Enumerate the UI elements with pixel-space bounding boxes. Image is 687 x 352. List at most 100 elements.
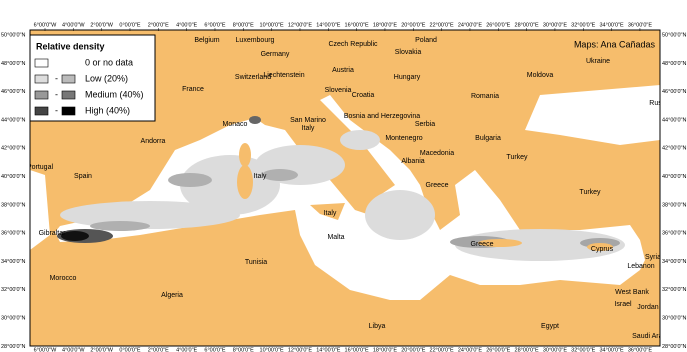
- longitude-label: 6°00'0"E: [204, 347, 225, 352]
- swatch: [34, 106, 49, 116]
- place-label: Moldova: [527, 72, 554, 79]
- longitude-label: 6°00'0"E: [204, 22, 225, 28]
- place-label: Syria: [645, 254, 661, 261]
- place-label: Austria: [332, 67, 354, 74]
- place-label: San Marino: [290, 117, 326, 124]
- latitude-label: 38°00'0"N: [662, 202, 686, 208]
- cyprus: [587, 243, 613, 251]
- place-label: Spain: [74, 173, 92, 180]
- place-label: Jordan: [637, 304, 659, 311]
- latitude-label: 30°00'0"N: [1, 315, 25, 321]
- longitude-label: 30°00'0"E: [543, 347, 567, 352]
- longitude-label: 36°00'0"E: [628, 347, 652, 352]
- longitude-label: 32°00'0"E: [571, 347, 595, 352]
- place-label: Turkey: [506, 154, 528, 161]
- place-label: Slovakia: [395, 49, 422, 56]
- longitude-label: 26°00'0"E: [486, 22, 510, 28]
- legend: Relative density 0 or no data - Low (20%…: [29, 34, 156, 122]
- place-label: Lebanon: [627, 263, 654, 270]
- place-label: Germany: [261, 51, 290, 58]
- latitude-label: 32°00'0"N: [1, 287, 25, 293]
- place-label: Saudi Arabia: [632, 333, 672, 340]
- latitude-label: 28°00'0"N: [662, 344, 686, 350]
- longitude-label: 0°00'0"E: [119, 22, 140, 28]
- longitude-label: 18°00'0"E: [373, 22, 397, 28]
- longitude-label: 28°00'0"E: [515, 22, 539, 28]
- place-label: Algeria: [161, 292, 183, 299]
- latitude-label: 40°00'0"N: [662, 174, 686, 180]
- longitude-label: 22°00'0"E: [430, 22, 454, 28]
- longitude-label: 12°00'0"E: [288, 22, 312, 28]
- longitude-label: 8°00'0"E: [233, 22, 254, 28]
- place-label: West Bank: [615, 289, 649, 296]
- legend-separator: -: [55, 73, 58, 83]
- place-label: Slovenia: [325, 87, 352, 94]
- longitude-label: 4°00'0"W: [62, 22, 85, 28]
- longitude-label: 34°00'0"E: [600, 347, 624, 352]
- place-label: Italy: [302, 125, 315, 132]
- graticule-labels: 6°00'0"W 6°00'0"W 4°00'0"W 4°00'0"W 2°00'0"W…: [1, 22, 686, 352]
- longitude-label: 10°00'0"E: [260, 22, 284, 28]
- latitude-label: 36°00'0"N: [662, 231, 686, 237]
- longitude-label: 26°00'0"E: [486, 347, 510, 352]
- legend-label: High (40%): [85, 105, 130, 115]
- swatch: [61, 74, 76, 84]
- place-label: Belgium: [194, 37, 219, 44]
- place-label: Greece: [426, 182, 449, 189]
- place-label: Andorra: [141, 138, 166, 145]
- latitude-label: 34°00'0"N: [662, 259, 686, 265]
- latitude-label: 32°00'0"N: [662, 287, 686, 293]
- place-label: France: [182, 86, 204, 93]
- latitude-label: 38°00'0"N: [1, 202, 25, 208]
- latitude-label: 46°00'0"N: [1, 89, 25, 95]
- legend-separator: -: [55, 105, 58, 115]
- longitude-label: 30°00'0"E: [543, 22, 567, 28]
- density: [57, 116, 625, 261]
- place-label: Malta: [327, 234, 344, 241]
- longitude-label: 16°00'0"E: [345, 22, 369, 28]
- longitude-label: 2°00'0"W: [90, 22, 113, 28]
- longitude-label: 22°00'0"E: [430, 347, 454, 352]
- longitude-label: 14°00'0"E: [316, 22, 340, 28]
- longitude-label: 2°00'0"E: [148, 347, 169, 352]
- place-label: Russia: [649, 100, 671, 107]
- place-label: Egypt: [541, 323, 559, 330]
- latitude-label: 46°00'0"N: [662, 89, 686, 95]
- longitude-label: 20°00'0"E: [401, 347, 425, 352]
- place-label: Croatia: [352, 92, 375, 99]
- crete: [478, 239, 522, 247]
- legend-label: Medium (40%): [85, 89, 144, 99]
- place-label: Romania: [471, 93, 499, 100]
- latitude-label: 34°00'0"N: [1, 259, 25, 265]
- sicily: [310, 203, 345, 220]
- place-label: Albania: [401, 158, 424, 165]
- latitude-label: 30°00'0"N: [662, 315, 686, 321]
- latitude-label: 28°00'0"N: [1, 344, 25, 350]
- longitude-label: 18°00'0"E: [373, 347, 397, 352]
- place-label: Greece: [471, 241, 494, 248]
- place-label: Italy: [254, 173, 267, 180]
- black-sea: [525, 85, 660, 145]
- latitude-label: 50°00'0"N: [1, 32, 25, 38]
- place-label: Turkey: [579, 189, 601, 196]
- latitude-label: 50°00'0"N: [662, 32, 686, 38]
- place-label: Cyprus: [591, 246, 614, 253]
- place-label: Macedonia: [420, 150, 454, 157]
- longitude-label: 24°00'0"E: [458, 347, 482, 352]
- swatch: [34, 90, 49, 100]
- place-label: Gibraltar: [39, 230, 67, 237]
- sardinia: [237, 165, 253, 199]
- longitude-label: 10°00'0"E: [260, 347, 284, 352]
- longitude-label: 20°00'0"E: [401, 22, 425, 28]
- longitude-label: 4°00'0"W: [62, 347, 85, 352]
- legend-label: Low (20%): [85, 73, 128, 83]
- place-label: Bulgaria: [475, 135, 501, 142]
- place-labels: Belgium Luxembourg Germany Czech Republic Po…: [30, 37, 672, 340]
- longitude-label: 4°00'0"E: [176, 22, 197, 28]
- place-label: Poland: [415, 37, 437, 44]
- longitude-label: 2°00'0"E: [148, 22, 169, 28]
- longitude-label: 36°00'0"E: [628, 22, 652, 28]
- place-label: Serbia: [415, 121, 435, 128]
- longitude-label: 34°00'0"E: [600, 22, 624, 28]
- corsica: [239, 143, 251, 167]
